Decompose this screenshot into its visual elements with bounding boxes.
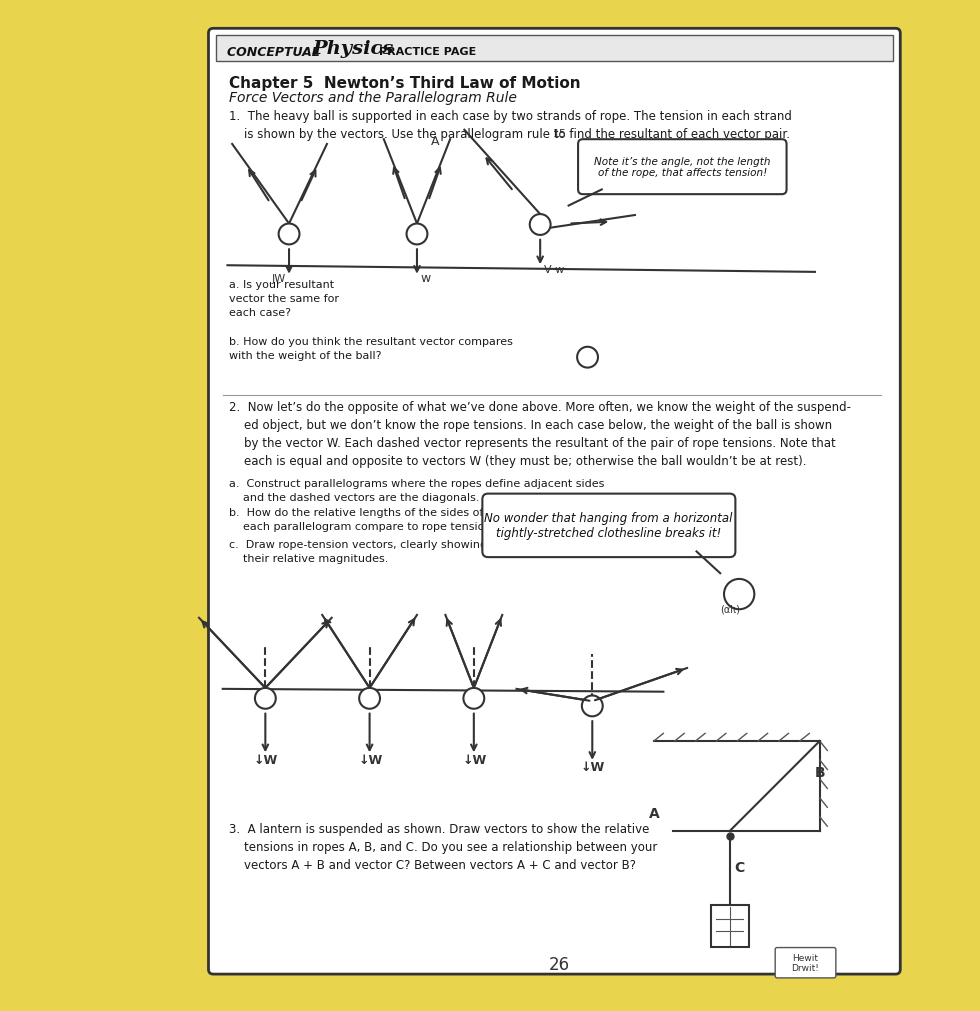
Text: b.  How do the relative lengths of the sides of
    each parallelogram compare t: b. How do the relative lengths of the si… <box>229 508 498 532</box>
Text: ↓W: ↓W <box>359 753 382 766</box>
FancyBboxPatch shape <box>775 947 836 978</box>
Text: C: C <box>734 860 745 874</box>
Circle shape <box>577 348 598 368</box>
Text: 1.  The heavy ball is supported in each case by two strands of rope. The tension: 1. The heavy ball is supported in each c… <box>229 110 792 141</box>
Text: V w: V w <box>544 265 564 275</box>
Circle shape <box>582 696 603 717</box>
Text: w: w <box>420 272 431 285</box>
Text: A: A <box>431 134 440 148</box>
Circle shape <box>724 579 755 610</box>
FancyBboxPatch shape <box>482 494 735 558</box>
Text: Note it’s the angle, not the length
of the rope, that affects tension!: Note it’s the angle, not the length of t… <box>594 157 770 178</box>
Text: Chapter 5  Newton’s Third Law of Motion: Chapter 5 Newton’s Third Law of Motion <box>229 76 581 91</box>
Text: Physics: Physics <box>313 40 394 59</box>
Text: A: A <box>649 806 660 820</box>
Circle shape <box>278 224 300 245</box>
Text: 26: 26 <box>549 954 569 973</box>
FancyBboxPatch shape <box>578 141 787 195</box>
Text: 2.  Now let’s do the opposite of what we’ve done above. More often, we know the : 2. Now let’s do the opposite of what we’… <box>229 400 852 467</box>
Text: (αlι): (αlι) <box>720 604 740 614</box>
Circle shape <box>464 688 484 709</box>
FancyBboxPatch shape <box>209 29 901 975</box>
Text: a. Is your resultant
vector the same for
each case?: a. Is your resultant vector the same for… <box>229 280 339 318</box>
FancyBboxPatch shape <box>710 905 749 946</box>
FancyBboxPatch shape <box>216 36 893 63</box>
Text: 15: 15 <box>553 129 566 140</box>
Text: B: B <box>815 765 825 779</box>
Circle shape <box>407 224 427 245</box>
Circle shape <box>255 688 275 709</box>
Circle shape <box>359 688 380 709</box>
Text: JW: JW <box>272 274 286 284</box>
Text: PRACTICE PAGE: PRACTICE PAGE <box>379 48 476 57</box>
Text: a.  Construct parallelograms where the ropes define adjacent sides
    and the d: a. Construct parallelograms where the ro… <box>229 479 605 502</box>
Text: No wonder that hanging from a horizontal
tightly-stretched clothesline breaks it: No wonder that hanging from a horizontal… <box>484 512 733 539</box>
Text: b. How do you think the resultant vector compares
with the weight of the ball?: b. How do you think the resultant vector… <box>229 337 514 361</box>
Text: 3.  A lantern is suspended as shown. Draw vectors to show the relative
    tensi: 3. A lantern is suspended as shown. Draw… <box>229 822 658 870</box>
Text: ↓W: ↓W <box>463 753 487 766</box>
Text: ↓W: ↓W <box>254 753 278 766</box>
Text: CONCEPTUAL: CONCEPTUAL <box>227 45 324 59</box>
Text: Hewit
Drwit!: Hewit Drwit! <box>792 953 819 973</box>
Text: Force Vectors and the Parallelogram Rule: Force Vectors and the Parallelogram Rule <box>229 91 517 105</box>
Text: ↓W: ↓W <box>581 760 606 773</box>
Text: Hewit
Drwit!: Hewit Drwit! <box>781 948 811 970</box>
Circle shape <box>530 215 551 236</box>
Text: c.  Draw rope-tension vectors, clearly showing
    their relative magnitudes.: c. Draw rope-tension vectors, clearly sh… <box>229 540 487 563</box>
